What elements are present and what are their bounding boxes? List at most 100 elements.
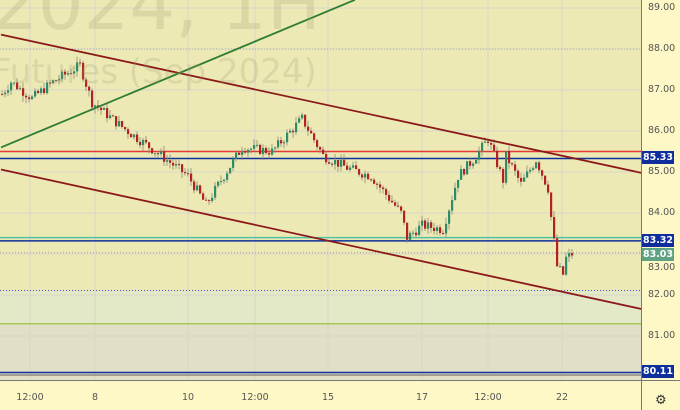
time-tick-label: 17 — [415, 392, 429, 403]
candle — [520, 177, 523, 182]
candle — [25, 95, 28, 98]
candle — [124, 126, 127, 130]
candle — [514, 164, 517, 171]
candle — [382, 187, 385, 190]
watermark-description: Futures (Sep 2024) — [0, 52, 317, 92]
time-axis — [0, 380, 641, 410]
candle — [40, 88, 43, 94]
candle — [547, 184, 550, 193]
candle — [115, 116, 118, 127]
trendline — [0, 33, 644, 175]
candle — [100, 107, 103, 110]
candle — [385, 189, 388, 195]
candle — [403, 210, 406, 223]
candle — [328, 162, 331, 164]
candle — [202, 193, 205, 200]
price-tick-label: 84.00 — [648, 207, 676, 218]
candle — [220, 181, 223, 183]
candle — [313, 133, 316, 141]
candle — [241, 151, 244, 155]
candle — [106, 108, 109, 119]
candle — [163, 151, 166, 162]
candle — [376, 183, 379, 185]
plot-background — [0, 0, 641, 291]
candle — [424, 220, 427, 229]
candle — [76, 62, 79, 72]
candle — [178, 164, 181, 166]
candle — [19, 88, 22, 90]
candle — [157, 153, 160, 155]
candle — [46, 82, 49, 94]
candle — [433, 227, 436, 232]
price-level-badge: 83.03 — [642, 248, 674, 261]
candle — [154, 153, 157, 155]
candle — [22, 88, 25, 96]
candle — [28, 97, 31, 100]
candle — [481, 142, 484, 151]
candle — [559, 266, 562, 268]
candle — [427, 222, 430, 229]
candle — [511, 163, 514, 165]
candle — [7, 90, 10, 93]
candle — [523, 177, 526, 182]
candle — [277, 140, 280, 148]
candle — [274, 147, 277, 149]
candle — [271, 148, 274, 155]
candle — [283, 142, 286, 144]
settings-icon[interactable]: ⚙ — [655, 393, 667, 408]
price-tick-label: 82.00 — [648, 289, 676, 300]
candle — [229, 167, 232, 174]
candle — [550, 192, 553, 217]
candle — [325, 153, 328, 163]
candle — [235, 152, 238, 159]
candle — [499, 167, 502, 169]
candle — [232, 158, 235, 168]
candle — [91, 90, 94, 108]
candle — [136, 134, 139, 142]
candle — [532, 168, 535, 170]
candle — [370, 179, 373, 181]
candle — [469, 161, 472, 166]
candle — [364, 173, 367, 178]
price-tick-label: 89.00 — [648, 2, 676, 13]
candle — [196, 185, 199, 191]
candle — [73, 71, 76, 74]
candle — [358, 169, 361, 175]
candle — [58, 79, 61, 81]
candle — [250, 148, 253, 150]
candle — [487, 141, 490, 143]
candle — [190, 173, 193, 182]
candle — [205, 199, 208, 201]
candle — [346, 165, 349, 170]
candle — [316, 140, 319, 148]
candle — [553, 216, 556, 239]
candle — [139, 141, 142, 146]
price-tick-label: 85.00 — [648, 166, 676, 177]
candle — [4, 92, 7, 95]
candle — [118, 121, 121, 127]
candle — [31, 96, 34, 100]
candle — [172, 162, 175, 166]
candle — [166, 160, 169, 162]
candle — [262, 147, 265, 155]
candle — [127, 129, 130, 135]
candle — [67, 73, 70, 75]
candle — [565, 256, 568, 275]
candle — [133, 134, 136, 138]
candle — [562, 266, 565, 275]
candle — [301, 114, 304, 119]
price-level-badge: 80.11 — [642, 365, 674, 378]
candle — [187, 173, 190, 175]
candle — [247, 149, 250, 153]
candle — [406, 222, 409, 240]
candle — [454, 187, 457, 201]
candle — [37, 90, 40, 94]
candle — [445, 223, 448, 234]
price-level-badge: 83.32 — [642, 234, 674, 247]
candle — [64, 71, 67, 75]
watermark-symbol: 2024, 1H — [0, 0, 321, 46]
candle — [502, 168, 505, 183]
candle — [463, 169, 466, 175]
price-tick-label: 88.00 — [648, 43, 676, 54]
